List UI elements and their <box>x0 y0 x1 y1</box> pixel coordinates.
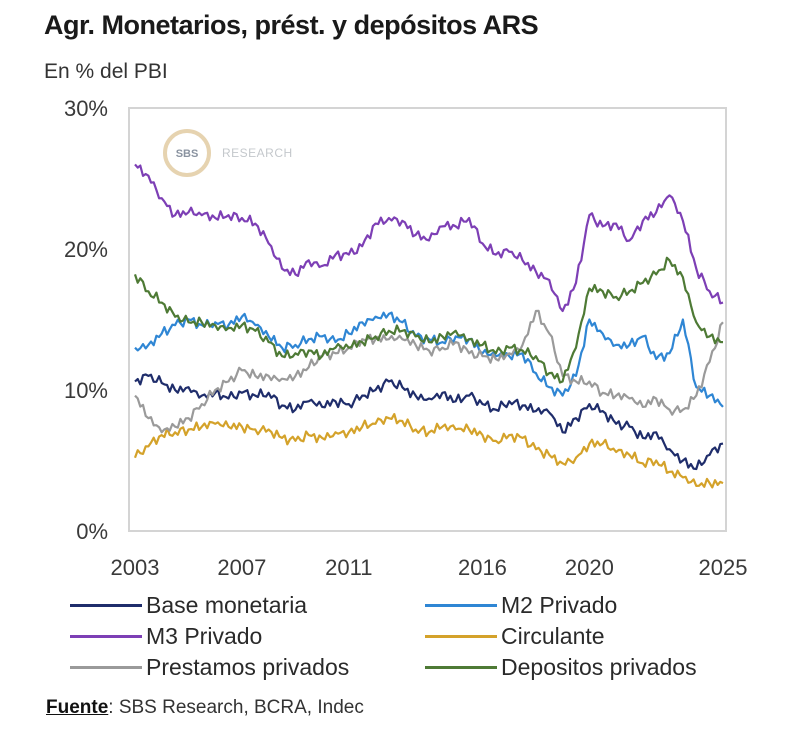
x-tick-label: 2025 <box>699 555 748 580</box>
y-tick-label: 20% <box>64 237 108 262</box>
legend-label: Prestamos privados <box>146 654 350 680</box>
legend-label: M2 Privado <box>501 592 618 618</box>
y-tick-label: 0% <box>76 519 108 544</box>
series-line-prestamos-privados <box>134 309 724 434</box>
x-tick-label: 2007 <box>217 555 266 580</box>
series-line-circulante <box>133 413 724 489</box>
legend-label: Depositos privados <box>501 654 697 680</box>
legend-label: Base monetaria <box>146 592 308 618</box>
legend-item-depositos-privados[interactable]: Depositos privados <box>425 652 770 683</box>
legend-item-prestamos-privados[interactable]: Prestamos privados <box>70 652 425 683</box>
watermark-logo-ring <box>163 129 211 177</box>
series-lines <box>133 163 724 489</box>
legend-swatch <box>425 666 497 669</box>
legend-item-base-monetaria[interactable]: Base monetaria <box>70 590 425 621</box>
legend-swatch <box>70 604 142 607</box>
y-tick-label: 10% <box>64 378 108 403</box>
x-tick-label: 2016 <box>458 555 507 580</box>
source-text: : SBS Research, BCRA, Indec <box>108 697 364 718</box>
source-note: Fuente: SBS Research, BCRA, Indec <box>46 697 364 719</box>
legend: Base monetaria M2 Privado M3 Privado Cir… <box>70 590 770 683</box>
legend-swatch <box>70 635 142 638</box>
y-tick-label: 30% <box>64 96 108 121</box>
series-line-depositos-privados <box>133 256 724 384</box>
legend-label: M3 Privado <box>146 623 263 649</box>
chart-title: Agr. Monetarios, prést. y depósitos ARS <box>44 10 539 40</box>
legend-swatch <box>425 635 497 638</box>
chart-subtitle: En % del PBI <box>44 60 168 83</box>
legend-label: Circulante <box>501 623 605 649</box>
legend-item-circulante[interactable]: Circulante <box>425 621 770 652</box>
series-line-m3-privado <box>134 163 724 313</box>
x-tick-label: 2011 <box>325 555 372 580</box>
watermark-logo-text: SBS <box>176 148 199 160</box>
source-label: Fuente <box>46 697 109 718</box>
legend-swatch <box>425 604 497 607</box>
x-tick-label: 2020 <box>565 555 614 580</box>
series-line-base-monetaria <box>134 373 724 471</box>
legend-item-m3-privado[interactable]: M3 Privado <box>70 621 425 652</box>
x-tick-label: 2003 <box>111 555 160 580</box>
watermark-text: RESEARCH <box>222 146 293 160</box>
watermark: SBS RESEARCH <box>163 129 293 177</box>
y-axis-ticks: 0% 10% 20% 30% <box>64 96 108 544</box>
plot-frame <box>128 107 727 532</box>
x-axis-ticks: 2003 2007 2011 2016 2020 2025 <box>111 555 748 580</box>
legend-swatch <box>70 666 142 669</box>
legend-item-m2-privado[interactable]: M2 Privado <box>425 590 770 621</box>
